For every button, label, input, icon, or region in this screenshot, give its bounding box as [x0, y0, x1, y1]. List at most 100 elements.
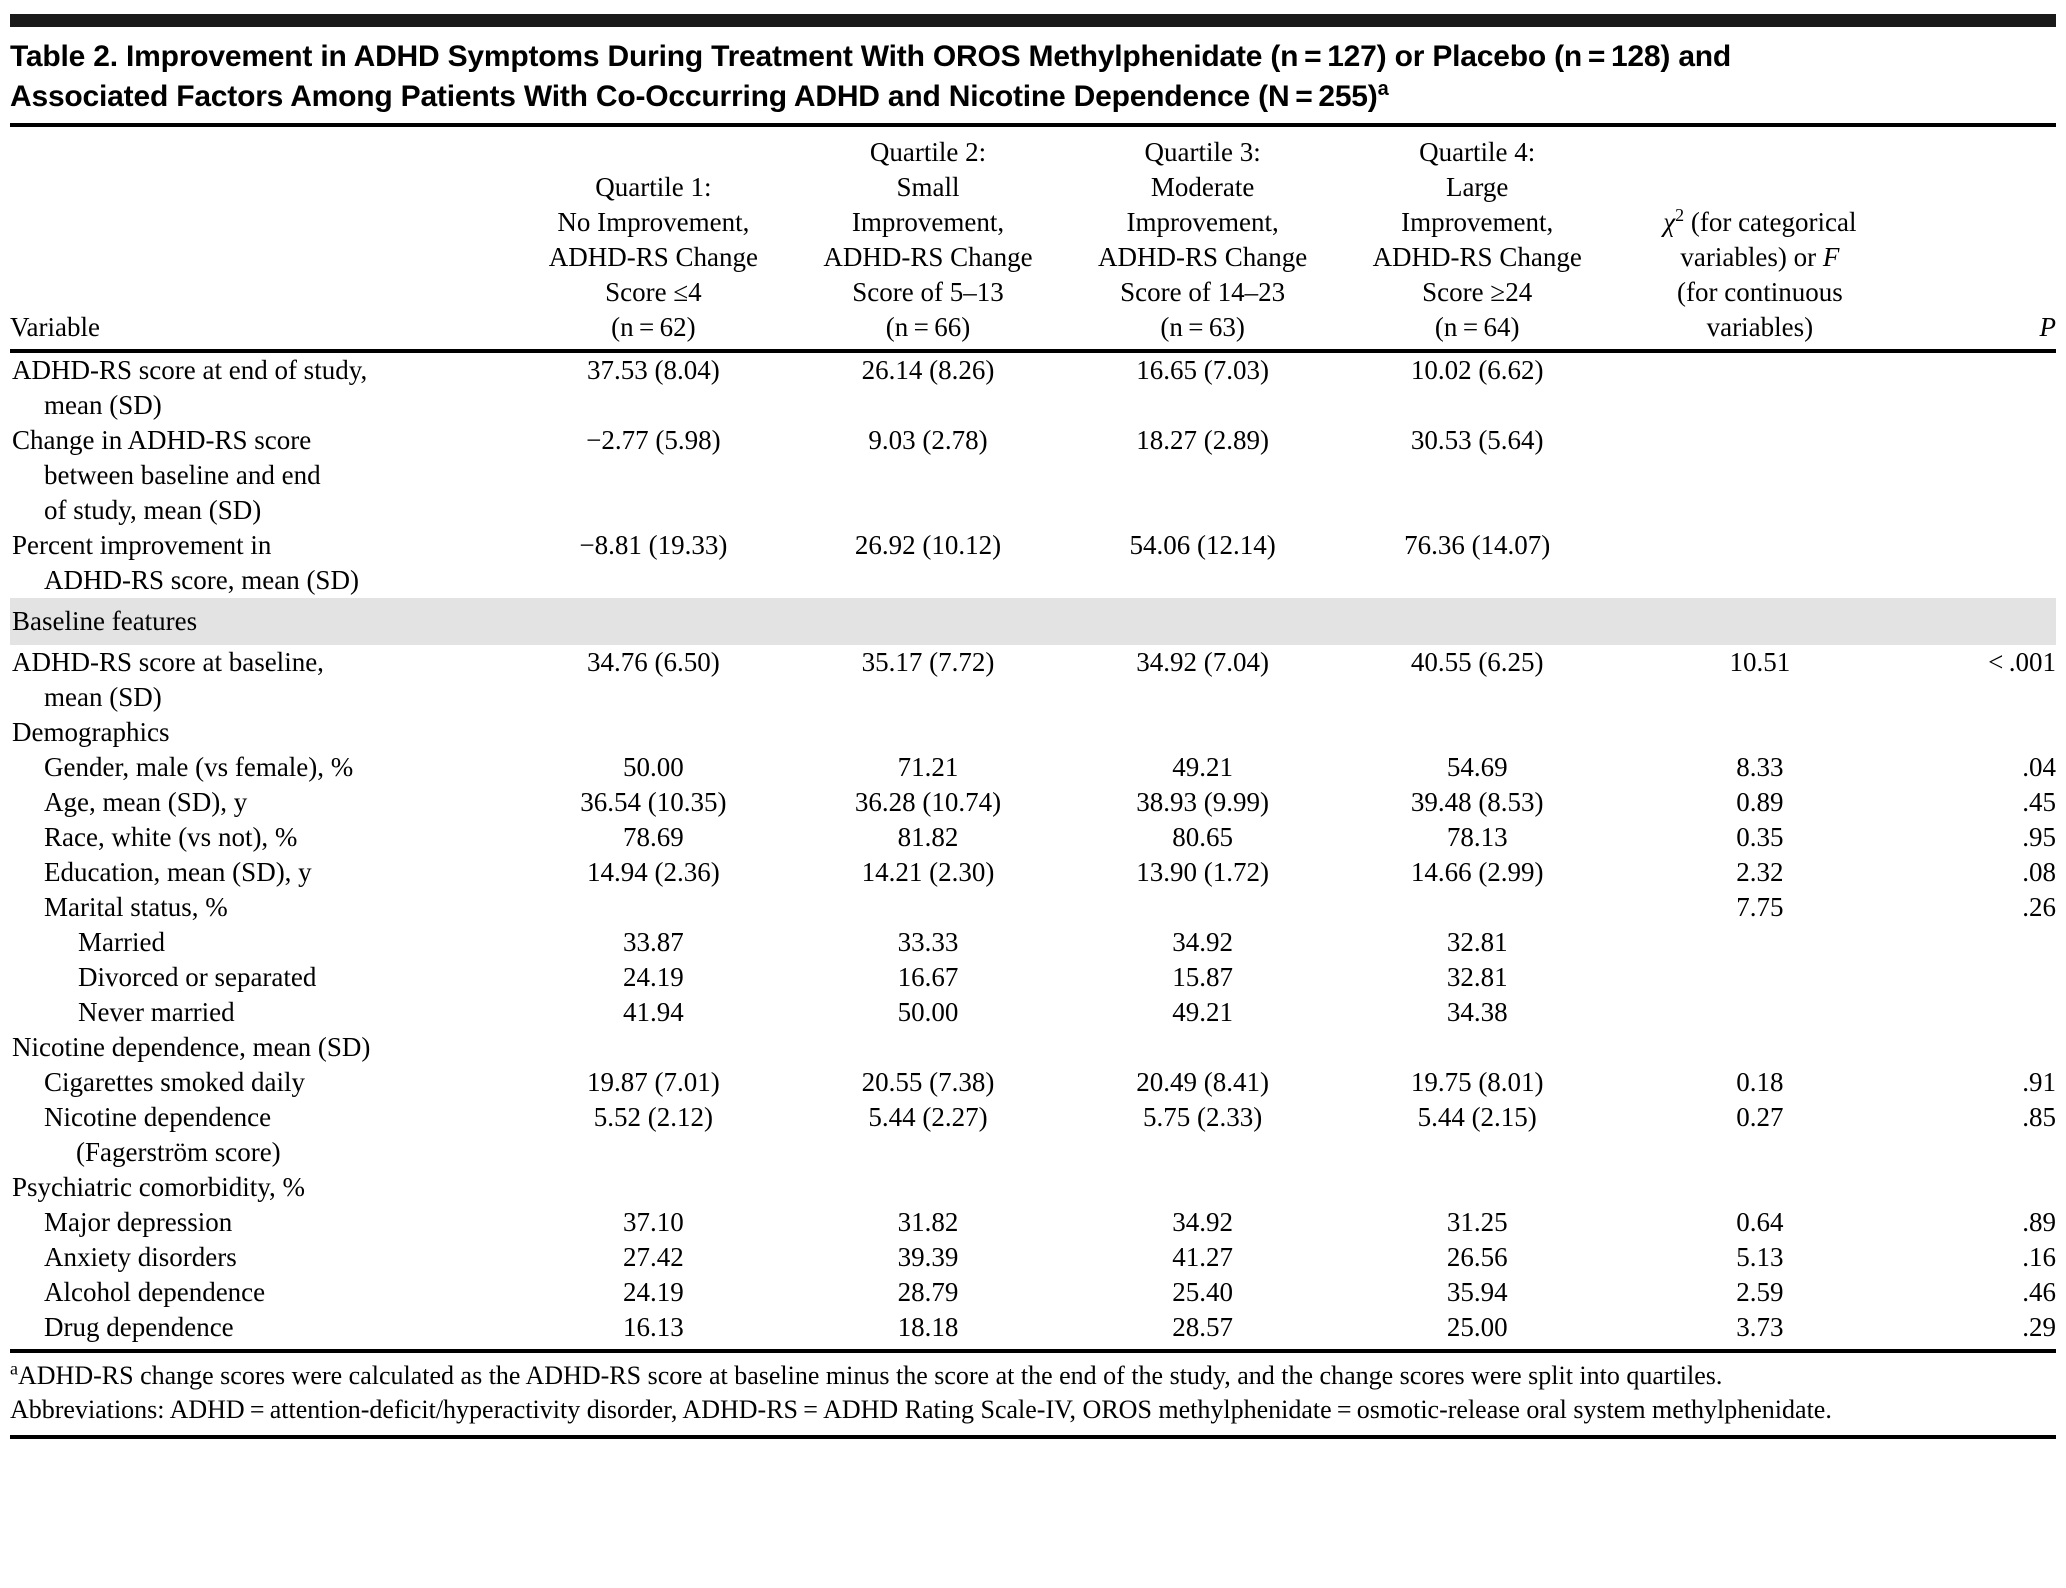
table-row: Major depression 37.10 31.82 34.92 31.25 0.64… [10, 1205, 2056, 1240]
cell-quartile-2 [791, 1170, 1066, 1205]
cell-test-statistic: 0.89 [1736, 787, 1784, 817]
cell-p-value [1905, 995, 2056, 1030]
cell-quartile-4: 14.66 (2.99) [1410, 857, 1544, 887]
cell-quartile-3: 34.92 [1172, 1207, 1233, 1237]
cell-quartile-4 [1340, 715, 1615, 750]
row-label-line: Change in ADHD-RS score [12, 425, 312, 455]
q4-line-1: Quartile 4: [1419, 137, 1536, 167]
cell-quartile-1: 36.54 (10.35) [580, 787, 727, 817]
cell-quartile-4 [1340, 1170, 1615, 1205]
cell-quartile-3: 25.40 [1172, 1277, 1233, 1307]
table-row: Anxiety disorders 27.42 39.39 41.27 26.56 5.1… [10, 1240, 2056, 1275]
row-label-line: of study, mean (SD) [44, 495, 262, 525]
cell-quartile-3 [1065, 890, 1340, 925]
cell-p-value: .45 [2022, 787, 2056, 817]
cell-quartile-4 [1339, 598, 1615, 645]
row-label: Race, white (vs not), % [10, 820, 516, 855]
table-row: Alcohol dependence 24.19 28.79 25.40 35.94 2.… [10, 1275, 2056, 1310]
cell-p-value [1905, 1170, 2056, 1205]
cell-quartile-2: 31.82 [897, 1207, 959, 1237]
table-final-rule [10, 1435, 2056, 1439]
cell-quartile-4: 76.36 (14.07) [1404, 530, 1551, 560]
cell-p-value: .85 [2022, 1102, 2056, 1132]
table-row: Never married 41.94 50.00 49.21 34.38 [10, 995, 2056, 1030]
column-header-quartile-2: Quartile 2: Small Improvement, ADHD-RS C… [791, 127, 1066, 345]
row-label-line: ADHD-RS score at baseline, [12, 647, 324, 677]
row-label: Age, mean (SD), y [10, 785, 516, 820]
column-header-quartile-1: Quartile 1: No Improvement, ADHD-RS Chan… [516, 127, 791, 345]
q3-line-3: Improvement, [1126, 207, 1279, 237]
cell-test-statistic: 3.73 [1736, 1312, 1784, 1342]
q2-line-2: Small [896, 172, 960, 202]
row-label-line: Demographics [12, 717, 170, 747]
cell-test-statistic: 5.13 [1736, 1242, 1784, 1272]
cell-quartile-3: 54.06 (12.14) [1129, 530, 1276, 560]
table-container: Table 2. Improvement in ADHD Symptoms Du… [0, 14, 2066, 1439]
stat-line-4: variables) [1706, 312, 1814, 342]
table-top-rule [10, 14, 2056, 27]
row-label: Never married [10, 995, 516, 1030]
cell-quartile-3: 18.27 (2.89) [1136, 425, 1269, 455]
body-bottom-rule [10, 1349, 2056, 1353]
stat-line-3: (for continuous [1676, 277, 1843, 307]
title-bottom-rule [10, 123, 2056, 127]
row-label: Change in ADHD-RS score between baseline … [10, 423, 516, 528]
cell-quartile-4: 39.48 (8.53) [1410, 787, 1544, 817]
row-label: ADHD-RS score at baseline, mean (SD) [10, 645, 516, 715]
row-label: Nicotine dependence, mean (SD) [10, 1030, 516, 1065]
row-label-line: Baseline features [12, 606, 198, 636]
cell-test-statistic [1614, 423, 1905, 528]
cell-quartile-2: 39.39 [897, 1242, 959, 1272]
q4-line-4: ADHD-RS Change [1372, 242, 1582, 272]
table-row: Baseline features [10, 598, 2056, 645]
row-label-line: Marital status, % [44, 892, 228, 922]
cell-quartile-1 [516, 715, 791, 750]
cell-test-statistic [1614, 528, 1905, 598]
cell-test-statistic: 0.35 [1736, 822, 1784, 852]
cell-quartile-3: 34.92 (7.04) [1136, 647, 1269, 677]
cell-quartile-3 [1065, 1170, 1340, 1205]
cell-quartile-2: 28.79 [897, 1277, 959, 1307]
row-label: Education, mean (SD), y [10, 855, 516, 890]
cell-quartile-3 [1065, 1030, 1340, 1065]
cell-test-statistic: 0.27 [1736, 1102, 1784, 1132]
cell-quartile-3: 16.65 (7.03) [1136, 355, 1269, 385]
row-label-line: Divorced or separated [78, 962, 317, 992]
cell-quartile-2: 14.21 (2.30) [861, 857, 995, 887]
cell-quartile-4: 34.38 [1446, 997, 1508, 1027]
q3-line-2: Moderate [1150, 172, 1255, 202]
row-label-line: Race, white (vs not), % [44, 822, 298, 852]
q4-line-3: Improvement, [1401, 207, 1554, 237]
row-label-line: Education, mean (SD), y [44, 857, 312, 887]
cell-quartile-1: 5.52 (2.12) [593, 1102, 714, 1132]
cell-quartile-4 [1340, 1030, 1615, 1065]
q2-line-6: (n = 66) [885, 312, 971, 342]
cell-test-statistic [1614, 1030, 1905, 1065]
q2-line-1: Quartile 2: [869, 137, 987, 167]
row-label: Anxiety disorders [10, 1240, 516, 1275]
cell-p-value [1905, 925, 2056, 960]
q4-line-2: Large [1445, 172, 1509, 202]
row-label-line: Gender, male (vs female), % [44, 752, 354, 782]
table-row: Education, mean (SD), y 14.94 (2.36) 14.21… [10, 855, 2056, 890]
cell-quartile-1: 24.19 [623, 1277, 684, 1307]
cell-quartile-1 [516, 1170, 791, 1205]
row-label: Demographics [10, 715, 516, 750]
q2-line-5: Score of 5–13 [852, 277, 1004, 307]
table-title: Table 2. Improvement in ADHD Symptoms Du… [10, 27, 2056, 123]
cell-quartile-4: 19.75 (8.01) [1410, 1067, 1544, 1097]
row-label-line: mean (SD) [44, 390, 162, 420]
cell-quartile-2: 16.67 [897, 962, 959, 992]
row-label: Marital status, % [10, 890, 516, 925]
table-title-line-1: Table 2. Improvement in ADHD Symptoms Du… [10, 40, 1732, 73]
cell-quartile-1: 41.94 [623, 997, 684, 1027]
cell-quartile-2 [790, 598, 1066, 645]
table-row: Married 33.87 33.33 34.92 32.81 [10, 925, 2056, 960]
cell-quartile-4: 25.00 [1446, 1312, 1508, 1342]
table-body: ADHD-RS score at end of study, mean (SD) 3… [10, 351, 2056, 1345]
cell-test-statistic [1614, 1170, 1905, 1205]
q1-line-1: Quartile 1: [595, 172, 712, 202]
cell-test-statistic [1614, 715, 1905, 750]
row-label: Nicotine dependence (Fagerström score) [10, 1100, 516, 1170]
q3-line-4: ADHD-RS Change [1097, 242, 1308, 272]
